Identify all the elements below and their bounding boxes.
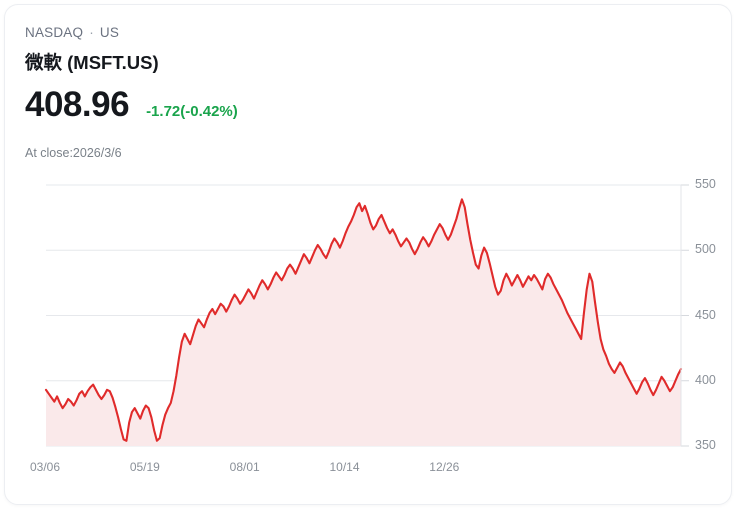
y-axis-label: 400 bbox=[695, 372, 716, 387]
exchange-label: NASDAQ bbox=[25, 25, 84, 40]
y-axis-label: 350 bbox=[695, 438, 716, 452]
y-axis-label: 450 bbox=[695, 307, 716, 322]
market-status-text: At close:2026/3/6 bbox=[25, 146, 122, 160]
x-axis-label: 05/19 bbox=[129, 460, 160, 474]
x-axis-label: 03/06 bbox=[30, 460, 61, 474]
exchange-row: NASDAQ · US bbox=[25, 25, 119, 40]
current-price: 408.96 bbox=[25, 85, 130, 124]
price-row: 408.96 -1.72(-0.42%) bbox=[25, 87, 238, 122]
price-area-fill bbox=[46, 199, 681, 446]
page-title: 微軟 (MSFT.US) bbox=[25, 52, 159, 73]
price-chart-svg bbox=[44, 184, 689, 447]
x-axis-label: 08/01 bbox=[229, 460, 260, 474]
price-line bbox=[44, 198, 683, 442]
region-label: US bbox=[99, 25, 120, 40]
y-axis-label: 550 bbox=[695, 177, 716, 191]
price-chart[interactable]: 350 400 450 500 550 03/06 05/19 08/01 10/14 12/2… bbox=[5, 165, 731, 485]
y-axis-label: 500 bbox=[695, 242, 716, 257]
stock-quote-card: NASDAQ · US 微軟 (MSFT.US) 408.96 -1.72(-0.4… bbox=[4, 4, 732, 505]
separator-dot: · bbox=[89, 25, 94, 40]
price-change: -1.72(-0.42%) bbox=[146, 103, 238, 120]
x-axis-label: 10/14 bbox=[329, 460, 360, 474]
x-axis-label: 12/26 bbox=[429, 460, 460, 474]
